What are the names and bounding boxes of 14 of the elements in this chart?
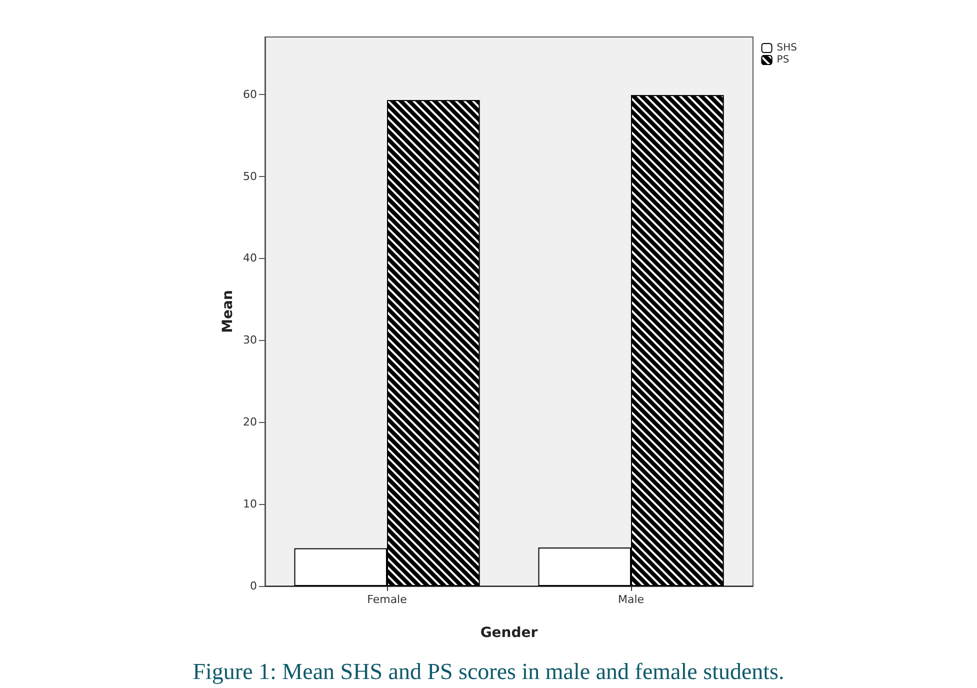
- x-tick-label: Female: [367, 593, 408, 606]
- x-axis-title: Gender: [480, 625, 538, 641]
- y-tick-label: 40: [243, 252, 257, 265]
- legend-label: SHS: [776, 42, 798, 54]
- legend-label: PS: [776, 54, 790, 66]
- x-tick-label: Male: [618, 593, 644, 606]
- y-tick-label: 10: [243, 498, 257, 511]
- y-axis-title: Mean: [220, 290, 236, 333]
- y-tick-label: 20: [243, 416, 257, 429]
- y-tick-label: 30: [243, 334, 257, 347]
- y-tick-label: 50: [243, 170, 257, 183]
- y-tick-label: 0: [250, 580, 257, 592]
- text: Figure 1: Mean SHS and PS scores in male and female students.: [192, 659, 784, 684]
- y-tick-label: 60: [243, 88, 257, 101]
